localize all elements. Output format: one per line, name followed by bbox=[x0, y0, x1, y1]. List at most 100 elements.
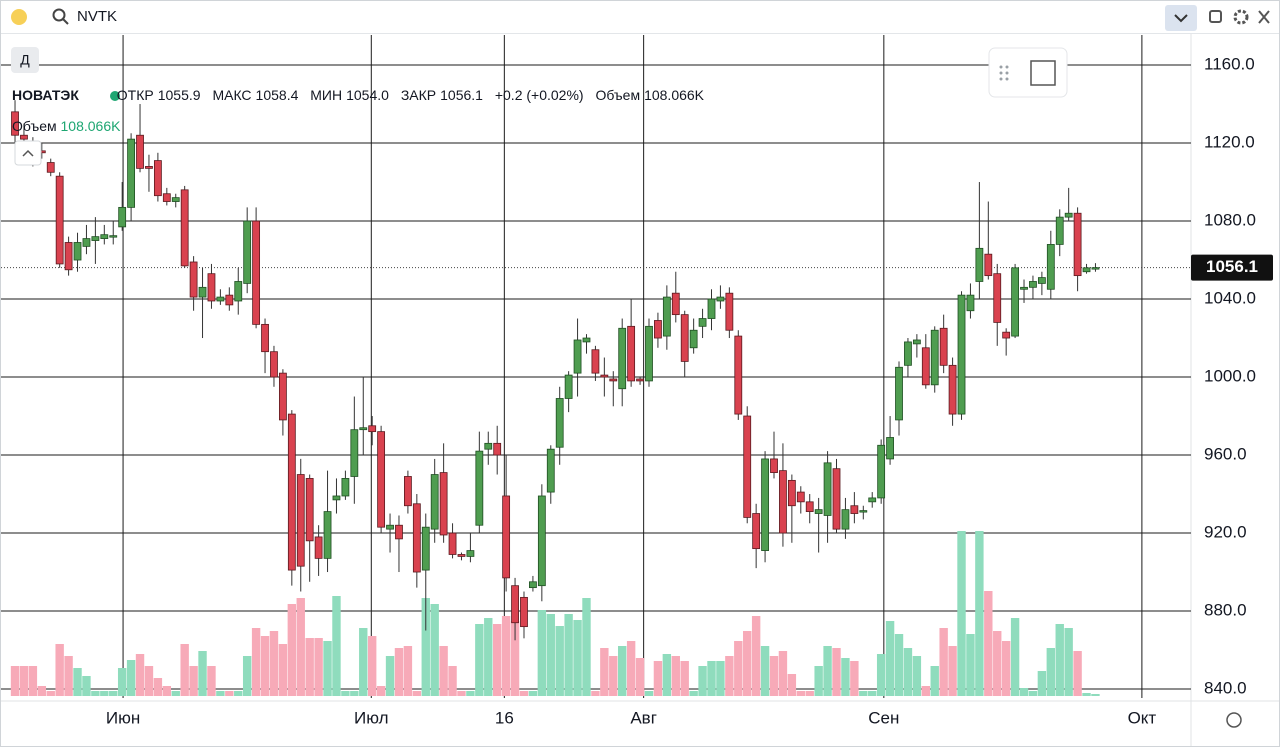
volume-bar bbox=[1091, 693, 1100, 696]
volume-bar bbox=[46, 691, 55, 696]
volume-bar bbox=[501, 616, 511, 696]
candle-body bbox=[966, 294, 975, 312]
dropdown-icon bbox=[1174, 14, 1188, 23]
volume-bar bbox=[189, 666, 198, 696]
candle-body bbox=[153, 160, 162, 197]
last-price-tag bbox=[1191, 254, 1273, 281]
volume-bar bbox=[180, 644, 189, 696]
volume-bar bbox=[618, 646, 627, 696]
volume-bar bbox=[359, 628, 368, 696]
candle-body bbox=[466, 550, 475, 557]
volume-bar bbox=[876, 654, 886, 696]
candle-body bbox=[1029, 281, 1037, 288]
y-tick-label: 840.0 bbox=[1204, 679, 1247, 698]
volume-legend: Объем 108.066K bbox=[12, 118, 120, 134]
volume-bar bbox=[144, 666, 154, 696]
volume-value: 108.066K bbox=[60, 118, 121, 134]
top-bar: NVTK bbox=[1, 1, 1279, 34]
gear-button[interactable] bbox=[1233, 9, 1249, 25]
candle-body bbox=[323, 511, 332, 559]
candle-body bbox=[850, 505, 859, 514]
candle-body bbox=[189, 261, 198, 298]
volume-bar bbox=[769, 656, 779, 696]
volume-bar bbox=[957, 531, 966, 696]
y-tick-label: 960.0 bbox=[1204, 445, 1247, 464]
candle-body bbox=[136, 134, 144, 169]
volume-bar bbox=[626, 641, 636, 696]
candle-body bbox=[1091, 267, 1100, 270]
volume-bar bbox=[37, 686, 47, 696]
volume-bar bbox=[475, 624, 484, 696]
volume-bar bbox=[903, 648, 913, 696]
volume-bar bbox=[778, 651, 788, 696]
close-button[interactable] bbox=[1258, 10, 1270, 24]
window-button[interactable] bbox=[1209, 10, 1222, 23]
dropdown-button[interactable] bbox=[1165, 5, 1197, 31]
period-button-label[interactable]: Д bbox=[20, 52, 30, 68]
volume-bar bbox=[698, 666, 707, 696]
volume-bar bbox=[367, 636, 377, 696]
ticker: НОВАТЭК bbox=[12, 87, 79, 103]
candle-body bbox=[662, 296, 671, 337]
candle-body bbox=[654, 320, 662, 339]
volume-label: Объем bbox=[12, 118, 57, 134]
legend-value: 1058.4 bbox=[255, 87, 299, 103]
candle-body bbox=[11, 111, 19, 136]
volume-bar bbox=[975, 531, 984, 696]
candle-body bbox=[20, 134, 28, 140]
candle-body bbox=[796, 491, 805, 503]
period-button[interactable] bbox=[11, 47, 39, 73]
volume-bar bbox=[716, 661, 725, 696]
search-text[interactable]: NVTK bbox=[77, 8, 117, 25]
candle-body bbox=[546, 448, 555, 493]
settings-icon[interactable] bbox=[1226, 712, 1242, 728]
drag-handle[interactable] bbox=[999, 65, 1009, 81]
last-price-label: 1056.1 bbox=[1206, 257, 1258, 276]
volume-bar bbox=[100, 691, 109, 696]
candle-body bbox=[939, 327, 948, 366]
candle-body bbox=[305, 478, 314, 542]
volume-bar bbox=[287, 604, 297, 696]
volume-bar bbox=[332, 596, 341, 696]
candle-body bbox=[957, 294, 966, 415]
volume-bar bbox=[966, 634, 975, 696]
volume-bar bbox=[251, 628, 261, 696]
candle-body bbox=[46, 162, 55, 173]
candle-body bbox=[1037, 277, 1046, 284]
search-icon bbox=[52, 8, 66, 22]
volume-bar bbox=[912, 656, 922, 696]
legend-value: 1056.1 bbox=[440, 87, 483, 103]
volume-bar bbox=[1064, 628, 1073, 696]
candle-body bbox=[529, 581, 537, 589]
candle-body bbox=[886, 437, 894, 460]
candle-body bbox=[171, 197, 180, 202]
collapse-button[interactable] bbox=[14, 140, 42, 166]
volume-bar bbox=[894, 634, 904, 696]
rect-tool[interactable] bbox=[1030, 60, 1056, 86]
candle-body bbox=[1020, 286, 1028, 290]
volume-bar bbox=[439, 646, 448, 696]
y-tick-label: 920.0 bbox=[1204, 523, 1247, 542]
candle-body bbox=[234, 281, 243, 302]
volume-bar bbox=[412, 691, 422, 696]
volume-bar bbox=[993, 631, 1002, 696]
candle-body bbox=[314, 536, 323, 559]
candle-body bbox=[145, 166, 153, 169]
y-tick-label: 1000.0 bbox=[1204, 367, 1256, 386]
volume-bar bbox=[948, 646, 957, 696]
volume-bar bbox=[162, 686, 172, 696]
volume-bar bbox=[73, 668, 82, 696]
volume-bar bbox=[198, 651, 207, 696]
candle-body bbox=[734, 335, 743, 415]
volume-bar bbox=[126, 660, 136, 696]
volume-bar bbox=[1028, 691, 1038, 696]
volume-bar bbox=[430, 604, 439, 696]
candle-body bbox=[761, 458, 769, 551]
candle-body bbox=[91, 236, 100, 241]
volume-bar bbox=[55, 644, 64, 696]
candle-body bbox=[1055, 216, 1064, 245]
candle-body bbox=[1073, 212, 1082, 277]
candle-body bbox=[591, 349, 600, 374]
candle-body bbox=[198, 286, 207, 298]
candle-body bbox=[100, 234, 109, 239]
